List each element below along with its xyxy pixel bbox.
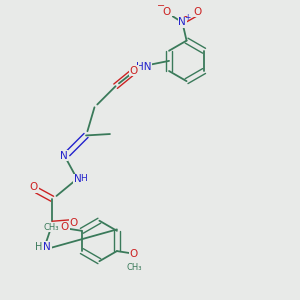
Text: O: O bbox=[61, 222, 69, 233]
Text: −: − bbox=[157, 1, 165, 11]
Text: O: O bbox=[130, 250, 138, 260]
Text: CH₃: CH₃ bbox=[44, 223, 59, 232]
Text: O: O bbox=[30, 182, 38, 193]
Text: CH₃: CH₃ bbox=[126, 262, 142, 272]
Text: O: O bbox=[163, 7, 171, 16]
Text: H: H bbox=[80, 174, 87, 183]
Text: O: O bbox=[69, 218, 77, 228]
Text: HN: HN bbox=[136, 61, 152, 71]
Text: N: N bbox=[60, 151, 68, 161]
Text: H: H bbox=[35, 242, 43, 252]
Text: +: + bbox=[184, 13, 190, 22]
Text: O: O bbox=[130, 66, 138, 76]
Text: N: N bbox=[74, 174, 82, 184]
Text: N: N bbox=[178, 17, 186, 27]
Text: O: O bbox=[194, 7, 202, 16]
Text: N: N bbox=[43, 242, 51, 252]
